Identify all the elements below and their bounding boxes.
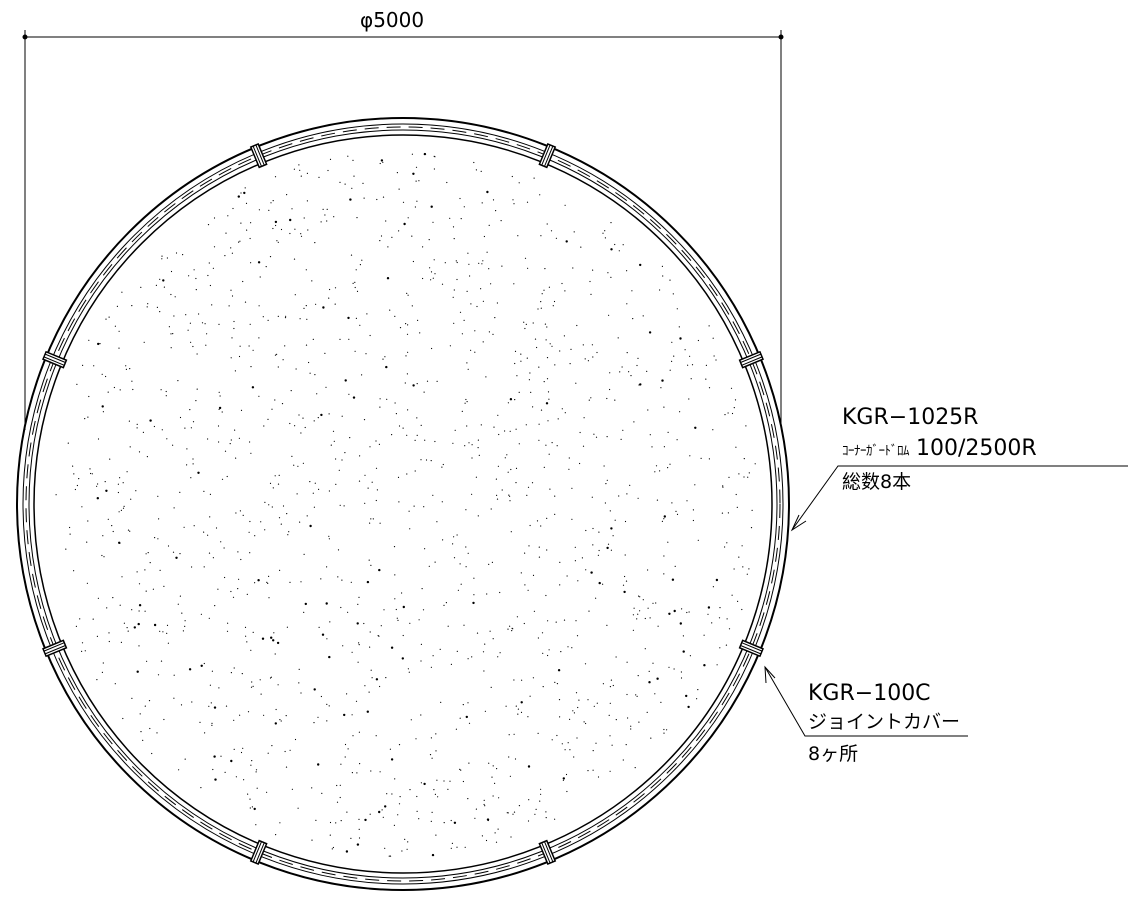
- diameter-label: φ5000: [360, 8, 425, 32]
- guard-description: ｺｰﾅｰｶﾞｰﾄﾞﾛﾑ 100/2500R: [842, 438, 1037, 460]
- joint-cover: [42, 350, 68, 369]
- joint-cover: [42, 639, 68, 658]
- joint-cover: [249, 143, 268, 169]
- concrete-hatch: [55, 152, 756, 857]
- leader-corner-guard: [790, 465, 1128, 532]
- guard-part-number: KGR−1025R: [842, 405, 979, 430]
- dimension-line: [22, 30, 784, 430]
- joint-cover: [738, 350, 764, 369]
- joint-cover: [738, 639, 764, 658]
- cover-part-number: KGR−100C: [808, 681, 931, 706]
- joint-covers: [42, 143, 764, 865]
- joint-cover: [538, 839, 557, 865]
- joint-cover: [249, 839, 268, 865]
- guard-product-name: ｺｰﾅｰｶﾞｰﾄﾞﾛﾑ: [842, 444, 910, 459]
- leader-joint-cover: [764, 665, 968, 737]
- corner-guard-ring: [16, 117, 790, 891]
- cover-quantity: 8ヶ所: [808, 743, 859, 765]
- cover-product-name: ジョイントカバー: [808, 711, 961, 733]
- guard-quantity: 総数8本: [842, 471, 912, 493]
- joint-cover: [538, 143, 557, 169]
- guard-spec: 100/2500R: [916, 436, 1037, 461]
